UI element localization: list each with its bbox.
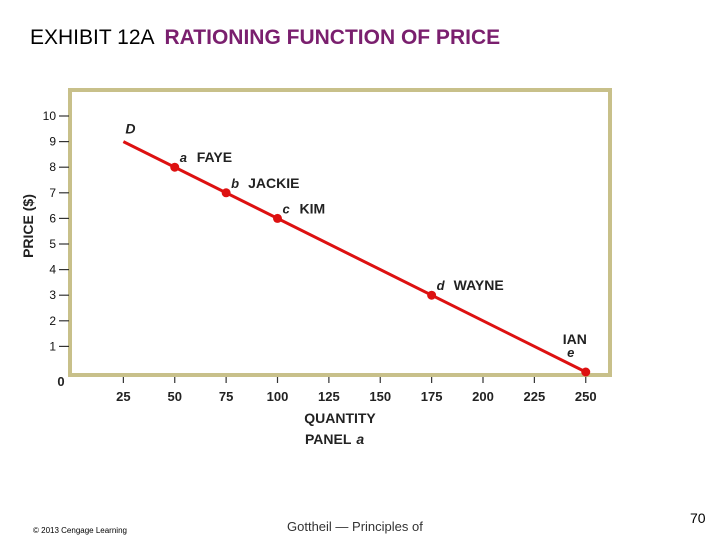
point-letter-e: e — [567, 345, 574, 360]
point-c — [273, 213, 282, 223]
x-tick-label: 250 — [575, 389, 597, 404]
point-name-a: FAYE — [197, 149, 232, 165]
y-tick-label: 1 — [49, 339, 56, 353]
source-credit: Gottheil — Principles of — [287, 519, 423, 534]
chart-title: RATIONING FUNCTION OF PRICE — [164, 26, 501, 49]
page-number: 70 — [690, 510, 706, 526]
point-letter-d: d — [437, 278, 446, 293]
point-name-b: JACKIE — [248, 175, 299, 191]
point-name-c: KIM — [300, 200, 326, 216]
point-e — [581, 367, 591, 377]
panel-label: PANEL a — [305, 431, 364, 447]
x-tick-label: 225 — [524, 389, 546, 404]
y-tick-label: 4 — [49, 263, 56, 277]
x-tick-label: 50 — [168, 389, 182, 404]
demand-curve-label: D — [125, 121, 135, 137]
panel-label-text: PANEL — [305, 431, 352, 447]
x-tick-label: 100 — [267, 389, 289, 404]
y-tick-label: 2 — [49, 314, 56, 328]
point-letter-a: a — [180, 150, 187, 165]
y-tick-label: 10 — [43, 109, 57, 123]
demand-chart: 1 2 3 4 5 6 7 8 9 10 25 50 75 100 125 150 175 200 225 250 0 P… — [20, 88, 612, 447]
x-tick-label: 25 — [116, 389, 130, 404]
y-axis-title: PRICE ($) — [20, 194, 36, 258]
x-axis-title: QUANTITY — [304, 410, 376, 426]
plot-frame — [68, 88, 612, 377]
y-tick-label: 8 — [49, 160, 56, 174]
point-a — [170, 162, 180, 172]
y-tick-label: 5 — [49, 237, 56, 251]
point-name-e: IAN — [563, 331, 587, 347]
x-tick-label: 125 — [318, 389, 340, 404]
demand-curve — [122, 140, 587, 374]
x-tick-label: 175 — [421, 389, 443, 404]
point-b — [221, 188, 231, 198]
origin-label: 0 — [57, 374, 64, 389]
x-tick-label: 75 — [219, 389, 233, 404]
point-letter-c: c — [283, 201, 291, 216]
y-tick-label: 3 — [49, 288, 56, 302]
copyright-note: © 2013 Cengage Learning — [33, 526, 127, 535]
panel-label-letter: a — [356, 431, 364, 447]
x-tick-label: 150 — [369, 389, 391, 404]
y-tick-label: 7 — [49, 186, 56, 200]
point-d — [427, 290, 437, 300]
exhibit-title: EXHIBIT 12A RATIONING FUNCTION OF PRICE — [30, 26, 500, 50]
y-tick-label: 6 — [49, 211, 56, 225]
y-tick-label: 9 — [49, 135, 56, 149]
exhibit-number: EXHIBIT 12A — [30, 26, 155, 49]
point-name-d: WAYNE — [454, 277, 504, 293]
x-tick-label: 200 — [472, 389, 494, 404]
point-letter-b: b — [231, 176, 239, 191]
